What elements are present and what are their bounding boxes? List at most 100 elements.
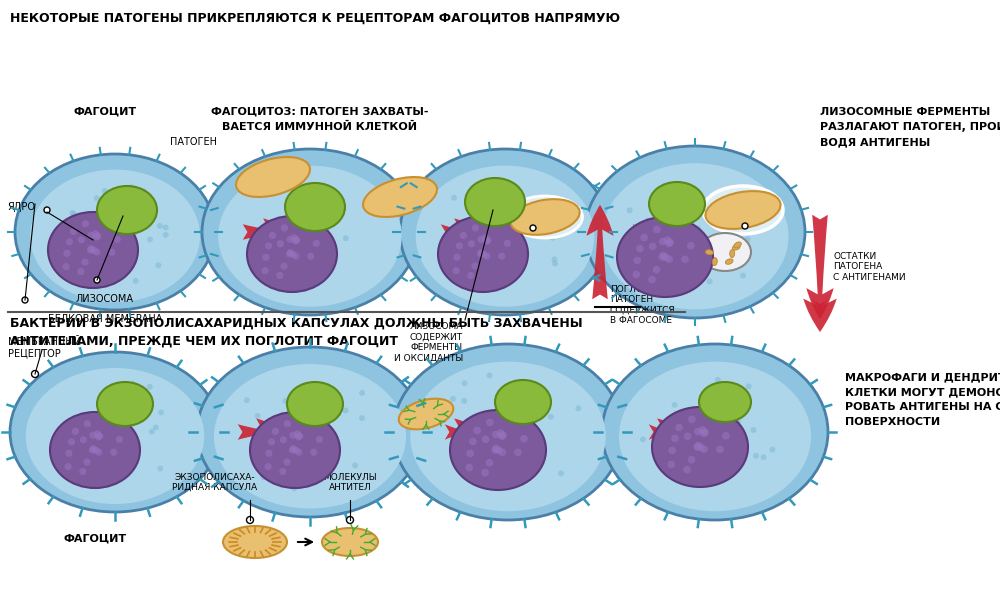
Circle shape (95, 470, 101, 476)
Circle shape (700, 429, 708, 437)
Ellipse shape (705, 191, 781, 229)
Circle shape (474, 214, 480, 220)
Circle shape (116, 457, 122, 463)
Ellipse shape (15, 154, 215, 310)
Circle shape (478, 249, 485, 256)
Circle shape (94, 277, 100, 283)
Circle shape (498, 448, 506, 456)
Circle shape (359, 415, 365, 421)
Circle shape (71, 211, 77, 217)
Ellipse shape (730, 250, 735, 258)
Circle shape (633, 256, 641, 264)
Circle shape (326, 241, 332, 247)
Circle shape (691, 203, 697, 209)
Ellipse shape (393, 344, 623, 520)
Text: ПОГЛОЩЕННЫЙ
ПАТОГЕН
СОДЕРЖИТСЯ
В ФАГОСОМЕ: ПОГЛОЩЕННЫЙ ПАТОГЕН СОДЕРЖИТСЯ В ФАГОСОМ… (610, 284, 687, 325)
Circle shape (284, 420, 291, 427)
Circle shape (78, 236, 85, 243)
Circle shape (330, 188, 336, 194)
Circle shape (101, 426, 107, 432)
Circle shape (79, 214, 85, 220)
Circle shape (293, 237, 300, 244)
Circle shape (286, 235, 294, 243)
Circle shape (659, 252, 667, 259)
Circle shape (320, 451, 326, 457)
Circle shape (92, 447, 99, 454)
Ellipse shape (202, 149, 418, 315)
Circle shape (126, 439, 132, 445)
Circle shape (68, 438, 75, 445)
Circle shape (742, 223, 748, 229)
Circle shape (486, 373, 492, 379)
Circle shape (246, 517, 254, 524)
Circle shape (294, 430, 301, 438)
Circle shape (460, 232, 467, 239)
Circle shape (477, 250, 484, 258)
Circle shape (482, 435, 489, 443)
Ellipse shape (223, 526, 287, 558)
Circle shape (332, 207, 338, 213)
Circle shape (310, 448, 317, 456)
Ellipse shape (250, 412, 340, 488)
Circle shape (308, 431, 314, 437)
Circle shape (481, 447, 487, 453)
Circle shape (683, 466, 691, 474)
Ellipse shape (510, 199, 580, 235)
Circle shape (116, 225, 122, 231)
Circle shape (658, 253, 666, 261)
Circle shape (723, 419, 729, 425)
Ellipse shape (508, 196, 582, 238)
Circle shape (343, 408, 349, 414)
Circle shape (492, 191, 498, 197)
Circle shape (452, 267, 460, 275)
Circle shape (110, 448, 117, 456)
Circle shape (693, 443, 701, 451)
Circle shape (469, 438, 477, 445)
Circle shape (102, 188, 108, 194)
Circle shape (310, 233, 316, 238)
Circle shape (448, 241, 454, 247)
Circle shape (260, 474, 266, 480)
Circle shape (632, 271, 640, 278)
Circle shape (682, 235, 688, 241)
Circle shape (312, 209, 318, 216)
Circle shape (486, 418, 494, 426)
Circle shape (89, 432, 97, 439)
Circle shape (499, 213, 505, 219)
Circle shape (480, 250, 487, 258)
Circle shape (640, 436, 646, 442)
Circle shape (104, 244, 110, 250)
Circle shape (125, 432, 131, 438)
Ellipse shape (285, 183, 345, 231)
Circle shape (483, 252, 491, 259)
Circle shape (319, 261, 325, 267)
Circle shape (94, 195, 100, 201)
Circle shape (277, 237, 283, 243)
Circle shape (492, 226, 498, 232)
Circle shape (292, 252, 300, 259)
Circle shape (740, 273, 746, 279)
Circle shape (107, 422, 113, 428)
Circle shape (461, 398, 467, 404)
Circle shape (121, 221, 127, 227)
Circle shape (685, 243, 691, 249)
Circle shape (265, 243, 272, 249)
Circle shape (695, 422, 701, 428)
Circle shape (163, 225, 169, 231)
Circle shape (530, 225, 536, 231)
Circle shape (760, 454, 766, 460)
Circle shape (83, 212, 89, 218)
Circle shape (155, 262, 161, 268)
Circle shape (492, 219, 498, 225)
Circle shape (640, 234, 648, 241)
Circle shape (667, 461, 675, 468)
Text: ЛИЗОСОМА: ЛИЗОСОМА (76, 294, 134, 304)
Circle shape (450, 396, 456, 402)
Circle shape (692, 229, 698, 235)
Circle shape (276, 272, 283, 279)
Circle shape (359, 390, 365, 396)
Circle shape (673, 471, 679, 477)
Circle shape (32, 370, 38, 377)
Circle shape (44, 207, 50, 213)
Circle shape (301, 215, 307, 221)
